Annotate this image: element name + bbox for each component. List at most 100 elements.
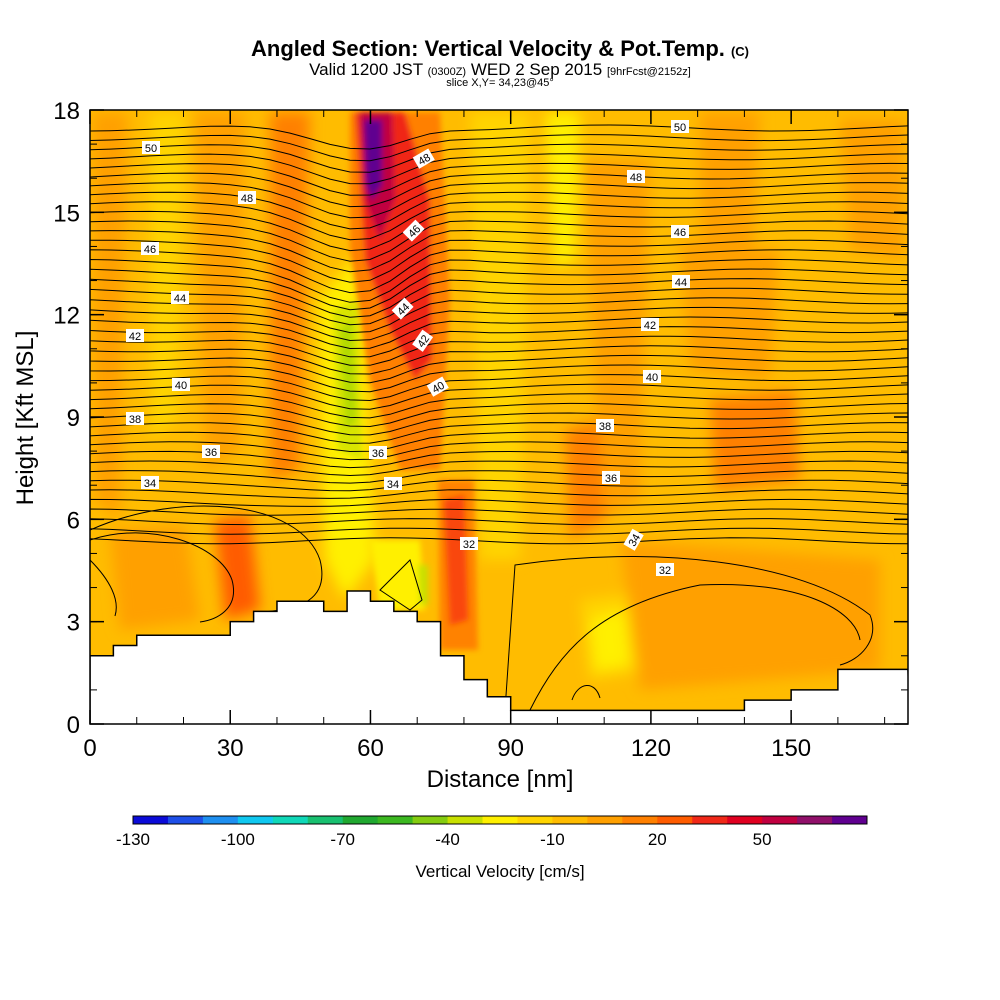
isentrope-line: [90, 182, 908, 219]
contour-label: 42: [126, 329, 144, 343]
contour-label-box: [126, 329, 144, 342]
isentrope-line: [90, 508, 908, 516]
isentrope-line: [90, 374, 908, 402]
contour-label-text: 48: [416, 152, 433, 169]
colorbar-swatch: [237, 816, 274, 824]
contour-label: 48: [238, 191, 256, 205]
contour-label: 36: [369, 446, 387, 460]
contour-label-text: 36: [605, 473, 617, 485]
isentrope-line: [90, 239, 908, 283]
contour-label: 36: [602, 471, 620, 485]
isentrope-line: [90, 412, 908, 436]
contour-label-text: 48: [241, 193, 253, 205]
colorbar-swatch: [832, 816, 868, 824]
valid-utc: (0300Z): [427, 66, 467, 78]
isentrope-line: [90, 258, 908, 303]
isentrope-line: [90, 210, 908, 252]
isentrope-line: [90, 278, 908, 318]
contour-label: 32: [656, 563, 674, 577]
isentrope-line: [90, 201, 908, 241]
isentrope-line: [90, 498, 908, 507]
colorbar-tick-label: -100: [221, 830, 255, 849]
contour-label-box: [369, 446, 387, 459]
isentrope-line: [90, 306, 908, 342]
colorbar-swatch: [552, 816, 588, 824]
chart-title-text: Angled Section: Vertical Velocity & Pot.…: [251, 36, 725, 61]
contour-label-text: 50: [674, 122, 686, 134]
blob-red-low-left: [215, 515, 260, 620]
contour-label-text: 34: [627, 532, 644, 549]
isentrope-line: [379, 559, 423, 611]
y-tick-label: 18: [53, 98, 80, 125]
slice-info: slice X,Y= 34,23@45°: [446, 77, 554, 89]
colorbar-swatch: [762, 816, 798, 824]
isentrope-line: [529, 583, 861, 711]
contour-label: 34: [141, 476, 159, 490]
contour-label-text: 34: [144, 478, 156, 490]
colorbar-swatch: [167, 816, 204, 824]
contour-label: 34: [623, 528, 644, 551]
isentrope-line: [90, 268, 908, 311]
y-tick-label: 3: [67, 610, 80, 637]
isentrope-line: [90, 172, 908, 208]
contour-label-box: [656, 563, 674, 576]
terrain: [90, 590, 908, 724]
contour-label-text: 50: [145, 143, 157, 155]
contour-label-text: 44: [174, 293, 186, 305]
contour-label-text: 46: [144, 244, 156, 256]
contour-label-box: [671, 225, 689, 238]
isentrope-line: [90, 153, 908, 185]
contour-label-box: [671, 120, 689, 133]
isentrope-line: [90, 402, 908, 428]
blob-orange-low: [110, 525, 200, 630]
contour-label-box: [238, 191, 256, 204]
contour-label-text: 42: [415, 333, 432, 350]
isentrope-line: [90, 422, 908, 444]
isentrope-line: [90, 532, 235, 623]
contour-label-box: [384, 477, 402, 490]
colorbar-swatch: [133, 816, 169, 824]
contour-label: 38: [126, 412, 144, 426]
isentrope-line: [90, 470, 908, 484]
isentrope-line: [90, 297, 908, 334]
colorbar-swatch: [307, 816, 344, 824]
isentrope-line: [90, 354, 908, 384]
y-tick-label: 12: [53, 303, 80, 330]
isentrope-line: [90, 162, 908, 196]
isentrope-line: [90, 518, 908, 526]
contour-label: 32: [460, 537, 478, 551]
contour-label-text: 36: [372, 448, 384, 460]
contour-label-box: [141, 242, 159, 255]
isentrope-line: [504, 556, 874, 711]
blob-yellow-lowest: [590, 610, 630, 670]
contour-label: 36: [202, 445, 220, 459]
isentrope-line: [90, 441, 908, 461]
contour-label-text: 34: [387, 479, 399, 491]
contour-label-box: [171, 291, 189, 304]
isentrope-line: [90, 220, 908, 262]
contour-label-box: [672, 275, 690, 288]
y-tick-label: 15: [53, 200, 80, 227]
isentrope-line: [571, 685, 601, 701]
contour-label: 40: [643, 370, 661, 384]
contour-label: 40: [172, 378, 190, 392]
contour-label-text: 38: [129, 414, 141, 426]
contour-label-text: 40: [430, 380, 447, 397]
contour-label-text: 46: [674, 227, 686, 239]
contour-label-box: [602, 471, 620, 484]
colorbar-frame: [132, 815, 868, 825]
isentrope-line: [90, 393, 908, 419]
contour-label-box: [402, 219, 425, 242]
x-axis-label: Distance [nm]: [426, 766, 574, 793]
contour-label-box: [126, 412, 144, 425]
colorbar-swatch: [272, 816, 309, 824]
band-yellow-left: [150, 112, 185, 440]
contour-label-box: [641, 318, 659, 331]
contour-label: 48: [627, 170, 645, 184]
isentrope-line: [90, 460, 908, 477]
isentrope-line: [90, 143, 908, 173]
colorbar-tick-label: 50: [753, 830, 772, 849]
contour-label-box: [142, 141, 160, 154]
